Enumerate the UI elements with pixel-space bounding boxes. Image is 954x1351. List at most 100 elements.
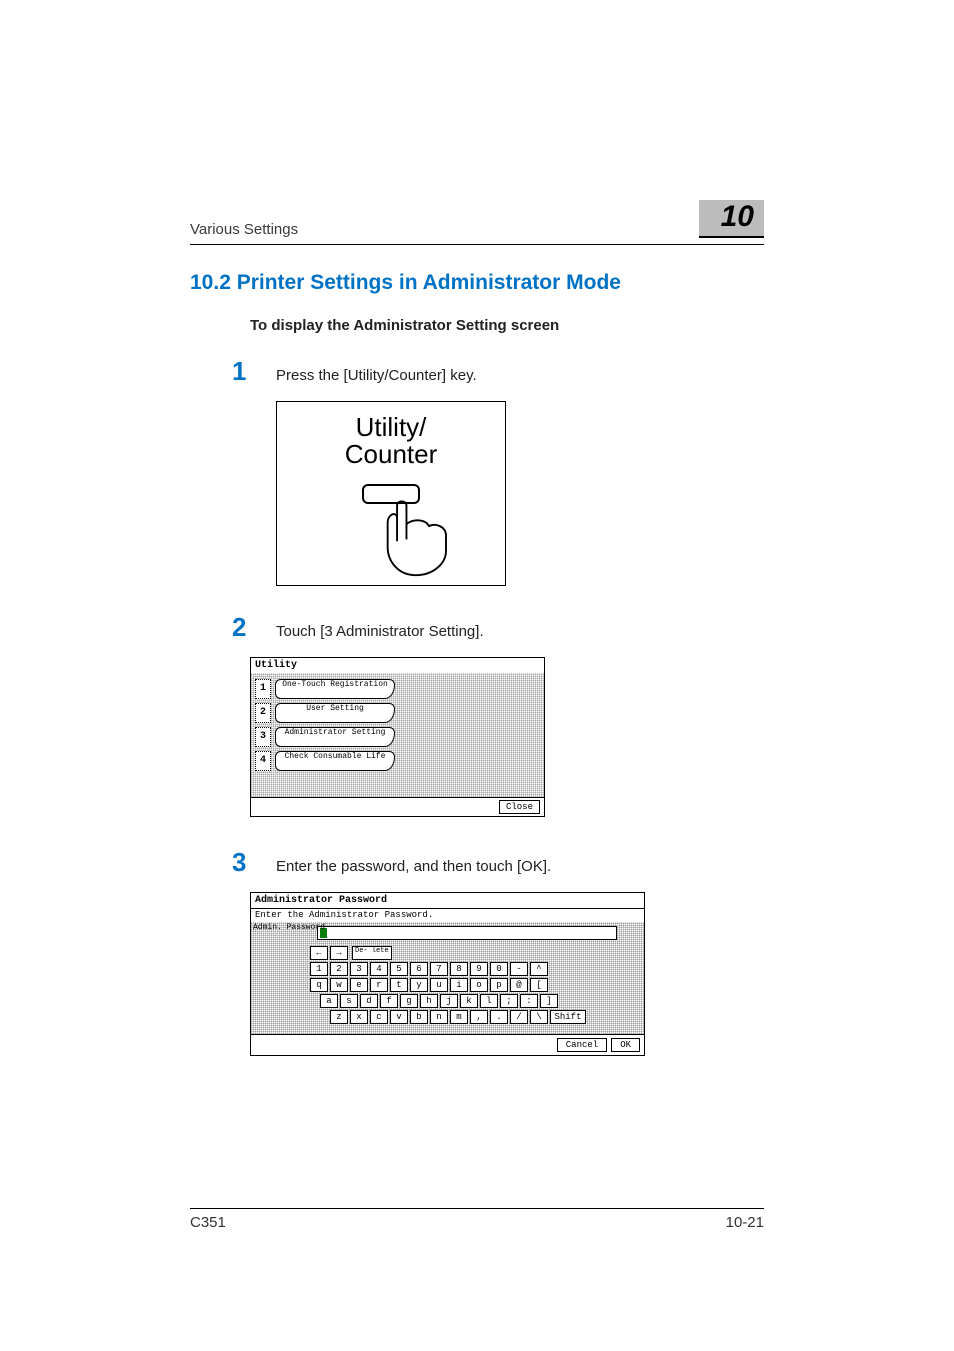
section-label: Various Settings — [190, 221, 298, 238]
password-subtitle: Enter the Administrator Password. — [251, 909, 644, 922]
page-header: Various Settings 10 — [190, 200, 764, 238]
utility-menu-item-2[interactable]: 2 User Setting — [255, 703, 540, 723]
key-4[interactable]: 4 — [370, 962, 388, 976]
arrow-right-key[interactable]: → — [330, 946, 348, 960]
key-0[interactable]: 0 — [490, 962, 508, 976]
key-a[interactable]: a — [320, 994, 338, 1008]
key-@[interactable]: @ — [510, 978, 528, 992]
password-input[interactable] — [317, 926, 617, 940]
utility-menu-item-1[interactable]: 1 One-Touch Registration — [255, 679, 540, 699]
arrow-left-key[interactable]: ← — [310, 946, 328, 960]
key-/[interactable]: / — [510, 1010, 528, 1024]
key-w[interactable]: w — [330, 978, 348, 992]
key-k[interactable]: k — [460, 994, 478, 1008]
key--[interactable]: - — [510, 962, 528, 976]
step-3: 3 Enter the password, and then touch [OK… — [232, 847, 764, 878]
key-\[interactable]: \ — [530, 1010, 548, 1024]
key-b[interactable]: b — [410, 1010, 428, 1024]
key-,[interactable]: , — [470, 1010, 488, 1024]
utility-counter-line1: Utility/ — [356, 412, 427, 442]
password-title: Administrator Password — [251, 893, 644, 909]
footer-rule — [190, 1208, 764, 1209]
key-o[interactable]: o — [470, 978, 488, 992]
key-7[interactable]: 7 — [430, 962, 448, 976]
key-9[interactable]: 9 — [470, 962, 488, 976]
key-5[interactable]: 5 — [390, 962, 408, 976]
key-r[interactable]: r — [370, 978, 388, 992]
key-;[interactable]: ; — [500, 994, 518, 1008]
step-number: 1 — [232, 356, 276, 387]
page: Various Settings 10 10.2 Printer Setting… — [0, 0, 954, 1351]
shift-key[interactable]: Shift — [550, 1010, 586, 1024]
key-z[interactable]: z — [330, 1010, 348, 1024]
menu-item-number: 2 — [255, 703, 271, 723]
menu-item-number: 1 — [255, 679, 271, 699]
footer-model: C351 — [190, 1214, 226, 1231]
key-6[interactable]: 6 — [410, 962, 428, 976]
menu-item-label: Check Consumable Life — [275, 751, 395, 771]
menu-item-label: One-Touch Registration — [275, 679, 395, 699]
keyboard-row-nav: ← → De- lete — [310, 946, 640, 960]
key-q[interactable]: q — [310, 978, 328, 992]
menu-item-number: 4 — [255, 751, 271, 771]
key-t[interactable]: t — [390, 978, 408, 992]
key-y[interactable]: y — [410, 978, 428, 992]
utility-counter-label: Utility/ Counter — [277, 414, 505, 469]
keyboard-row-1: 1234567890-^ — [310, 962, 640, 976]
key-h[interactable]: h — [420, 994, 438, 1008]
key-][interactable]: ] — [540, 994, 558, 1008]
menu-item-label: User Setting — [275, 703, 395, 723]
menu-item-label: Administrator Setting — [275, 727, 395, 747]
key-f[interactable]: f — [380, 994, 398, 1008]
step-2: 2 Touch [3 Administrator Setting]. — [232, 612, 764, 643]
key-n[interactable]: n — [430, 1010, 448, 1024]
key-8[interactable]: 8 — [450, 962, 468, 976]
key-v[interactable]: v — [390, 1010, 408, 1024]
key-.[interactable]: . — [490, 1010, 508, 1024]
key-1[interactable]: 1 — [310, 962, 328, 976]
key-d[interactable]: d — [360, 994, 378, 1008]
key-l[interactable]: l — [480, 994, 498, 1008]
key-g[interactable]: g — [400, 994, 418, 1008]
keyboard-row-3: asdfghjkl;:] — [310, 994, 640, 1008]
utility-counter-line2: Counter — [345, 439, 438, 469]
key-u[interactable]: u — [430, 978, 448, 992]
password-body: Admin. Password ← → De- lete 1234567890-… — [251, 922, 644, 1034]
key-e[interactable]: e — [350, 978, 368, 992]
key-^[interactable]: ^ — [530, 962, 548, 976]
cancel-button[interactable]: Cancel — [557, 1038, 607, 1052]
key-i[interactable]: i — [450, 978, 468, 992]
key-:[interactable]: : — [520, 994, 538, 1008]
password-field-label: Admin. Password — [253, 924, 325, 932]
utility-menu-body: 1 One-Touch Registration 2 User Setting … — [251, 673, 544, 797]
page-footer: C351 10-21 — [190, 1214, 764, 1231]
keyboard-row-2: qwertyuiop@[ — [310, 978, 640, 992]
utility-menu-item-4[interactable]: 4 Check Consumable Life — [255, 751, 540, 771]
chapter-number: 10 — [699, 200, 764, 238]
section-subtitle: To display the Administrator Setting scr… — [250, 317, 764, 334]
key-3[interactable]: 3 — [350, 962, 368, 976]
key-[[interactable]: [ — [530, 978, 548, 992]
password-footer: Cancel OK — [251, 1034, 644, 1055]
keyboard-row-4: zxcvbnm,./\Shift — [310, 1010, 640, 1024]
key-2[interactable]: 2 — [330, 962, 348, 976]
utility-counter-figure: Utility/ Counter — [276, 401, 506, 586]
step-number: 2 — [232, 612, 276, 643]
pressing-hand-icon — [375, 498, 485, 578]
close-button[interactable]: Close — [499, 800, 540, 814]
step-text: Press the [Utility/Counter] key. — [276, 367, 477, 384]
ok-button[interactable]: OK — [611, 1038, 640, 1052]
section-title: 10.2 Printer Settings in Administrator M… — [190, 271, 764, 295]
utility-menu-screenshot: Utility 1 One-Touch Registration 2 User … — [250, 657, 545, 817]
utility-menu-item-3[interactable]: 3 Administrator Setting — [255, 727, 540, 747]
header-rule — [190, 244, 764, 245]
delete-key[interactable]: De- lete — [352, 946, 392, 960]
key-m[interactable]: m — [450, 1010, 468, 1024]
key-c[interactable]: c — [370, 1010, 388, 1024]
footer-page-number: 10-21 — [726, 1214, 764, 1231]
step-text: Touch [3 Administrator Setting]. — [276, 623, 484, 640]
key-j[interactable]: j — [440, 994, 458, 1008]
key-x[interactable]: x — [350, 1010, 368, 1024]
key-s[interactable]: s — [340, 994, 358, 1008]
key-p[interactable]: p — [490, 978, 508, 992]
